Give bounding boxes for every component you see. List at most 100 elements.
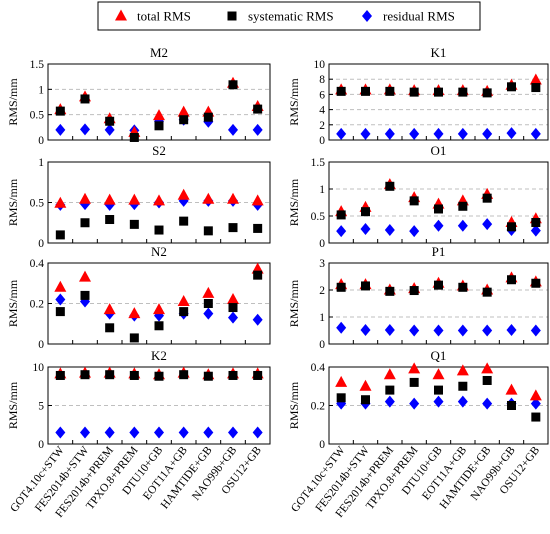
point-triangle [79, 192, 91, 204]
point-square [434, 87, 443, 97]
point-square [228, 223, 238, 233]
point-diamond [252, 426, 263, 439]
y-tick-label: 0.4 [311, 362, 326, 374]
y-tick-label: 0.5 [30, 110, 45, 122]
y-tick-label: 10 [33, 362, 45, 374]
point-diamond [129, 426, 140, 439]
point-triangle [153, 194, 165, 206]
point-square [203, 299, 213, 308]
y-tick-label: 2 [319, 120, 325, 132]
y-tick-label: 0 [38, 238, 44, 250]
point-square [203, 371, 213, 381]
point-triangle [432, 368, 445, 380]
point-square [228, 80, 238, 90]
y-tick-label: 1.5 [311, 157, 326, 169]
point-diamond [409, 324, 420, 337]
y-tick-label: 0 [319, 135, 325, 147]
point-triangle [383, 368, 396, 380]
point-square [129, 219, 139, 229]
point-square [434, 385, 443, 395]
point-square [336, 86, 346, 96]
legend-label: total RMS [137, 9, 191, 24]
point-triangle [128, 193, 141, 205]
y-tick-label: 0 [38, 439, 44, 451]
point-diamond [336, 127, 347, 140]
point-square [361, 86, 370, 96]
panel-p1: 0 1 2 3 P1 RMS/mm [287, 244, 549, 351]
point-diamond [433, 127, 444, 140]
point-square [253, 223, 263, 233]
y-tick-label: 0.5 [311, 211, 326, 223]
point-triangle [177, 105, 190, 117]
y-tick-label: 1.5 [30, 59, 45, 71]
panel-title: P1 [432, 244, 446, 259]
point-diamond [530, 397, 541, 410]
point-diamond [336, 321, 347, 334]
point-square [129, 370, 139, 380]
point-diamond [457, 324, 468, 337]
point-square [336, 393, 346, 403]
point-square [361, 395, 370, 405]
point-triangle [202, 286, 215, 298]
y-tick-label: 10 [314, 59, 326, 71]
point-diamond [457, 127, 468, 140]
panel-title: K2 [151, 348, 167, 363]
y-tick-label: 2 [319, 285, 325, 297]
point-diamond [360, 127, 371, 140]
point-triangle [202, 192, 215, 204]
panel-o1: 0 0.5 1 1.5 O1 RMS/mm [287, 143, 549, 250]
y-tick-label: 1 [319, 184, 325, 196]
point-square [105, 116, 115, 126]
point-triangle [153, 303, 165, 315]
plot-frame [47, 63, 271, 141]
point-square [482, 375, 492, 385]
point-square [55, 106, 65, 116]
point-triangle [103, 193, 116, 205]
y-tick-label: 0.4 [30, 258, 45, 270]
legend-entry: systematic RMS [227, 9, 334, 24]
point-diamond [228, 311, 238, 324]
point-diamond [482, 324, 493, 337]
panel-title: K1 [431, 45, 447, 60]
point-triangle [408, 362, 421, 374]
y-axis-label: RMS/mm [6, 78, 20, 126]
point-square [458, 282, 468, 292]
y-tick-label: 0 [38, 339, 44, 351]
point-diamond [55, 426, 66, 439]
panel-title: N2 [151, 244, 167, 259]
point-square [361, 207, 370, 217]
point-triangle [359, 379, 372, 391]
point-square [434, 204, 443, 214]
point-square [385, 181, 395, 191]
point-square [154, 225, 164, 235]
point-square [409, 87, 419, 97]
point-triangle [177, 188, 190, 200]
point-diamond [80, 123, 90, 136]
panel-title: O1 [431, 143, 447, 158]
point-diamond [506, 127, 517, 140]
point-diamond [360, 323, 371, 336]
y-axis-label: RMS/mm [6, 279, 20, 327]
point-square [336, 210, 346, 220]
point-square [129, 333, 139, 343]
panel-title: M2 [150, 45, 168, 60]
panel-q1: 00.20.4Q1RMS/mmGOT4.10c+STWFES2014b+STWF… [287, 348, 549, 520]
point-diamond [530, 324, 541, 337]
point-square [482, 88, 492, 98]
plot-frame [328, 63, 549, 141]
point-diamond [228, 123, 238, 136]
point-diamond [457, 395, 468, 408]
point-square [409, 286, 419, 296]
point-square [458, 381, 468, 391]
point-diamond [55, 123, 66, 136]
point-triangle [251, 194, 264, 206]
point-diamond [104, 123, 115, 136]
point-diamond [530, 127, 541, 140]
point-diamond [457, 219, 468, 232]
point-diamond [228, 426, 238, 439]
point-square [228, 303, 238, 313]
point-diamond [336, 225, 347, 238]
point-square [531, 278, 541, 288]
point-triangle [335, 375, 348, 387]
point-square [179, 115, 189, 125]
